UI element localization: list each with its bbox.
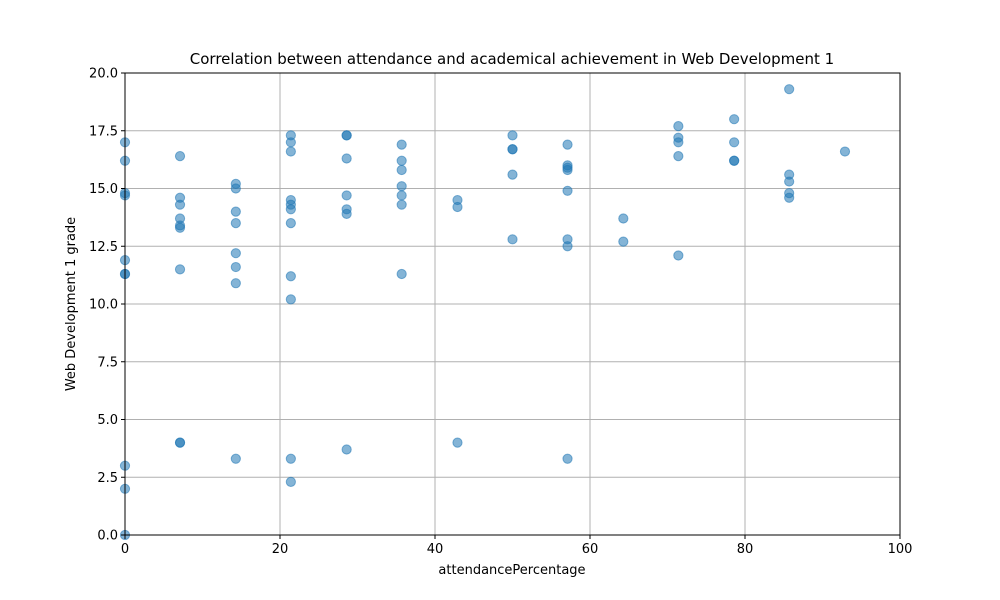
y-tick-label: 15.0 <box>89 182 118 197</box>
data-point <box>507 169 518 180</box>
y-tick-label: 2.5 <box>97 471 118 486</box>
data-point <box>341 208 352 220</box>
y-tick-label: 0.0 <box>97 529 118 544</box>
data-point <box>285 294 296 305</box>
chart-title: Correlation between attendance and acade… <box>190 50 834 68</box>
data-point <box>396 190 407 201</box>
data-point <box>673 250 684 261</box>
data-point <box>230 261 241 273</box>
data-point <box>784 176 795 187</box>
y-axis-ticks: 0.0 2.5 5.0 7.5 10.0 12.5 15.0 17.5 20.0 <box>89 67 125 544</box>
data-point <box>673 137 684 148</box>
data-point <box>230 206 241 217</box>
data-points <box>119 84 851 541</box>
data-point <box>174 199 186 210</box>
y-tick-label: 20.0 <box>89 67 118 82</box>
y-tick-label: 7.5 <box>97 355 118 370</box>
x-tick-label: 60 <box>582 542 599 557</box>
data-point <box>784 192 795 203</box>
data-point <box>396 268 407 280</box>
data-point <box>562 241 573 252</box>
data-point <box>230 278 241 289</box>
y-tick-label: 12.5 <box>89 240 118 255</box>
data-point <box>507 234 518 245</box>
y-tick-label: 17.5 <box>89 124 118 139</box>
y-tick-label: 5.0 <box>97 413 118 428</box>
x-tick-label: 40 <box>427 542 444 557</box>
data-point <box>230 248 241 259</box>
data-point <box>285 453 296 464</box>
data-point <box>396 199 407 210</box>
x-tick-label: 100 <box>888 542 913 557</box>
data-point <box>839 146 851 157</box>
x-tick-label: 0 <box>121 542 129 557</box>
data-point <box>507 144 518 155</box>
x-axis-ticks: 0 20 40 60 80 100 <box>121 535 913 557</box>
data-point <box>729 137 740 148</box>
data-point <box>285 204 296 215</box>
data-point <box>562 139 573 150</box>
data-point <box>341 190 352 201</box>
data-point <box>341 130 352 141</box>
data-point <box>618 213 629 224</box>
grid-lines <box>125 73 900 535</box>
y-axis-label: Web Development 1 grade <box>64 217 79 391</box>
x-tick-label: 20 <box>272 542 289 557</box>
x-axis-label: attendancePercentage <box>438 563 585 578</box>
data-point <box>562 453 573 464</box>
data-point <box>396 139 407 150</box>
data-point <box>673 121 684 132</box>
data-point <box>174 264 186 275</box>
data-point <box>285 146 296 157</box>
data-point <box>396 155 407 166</box>
data-point <box>285 218 296 229</box>
data-point <box>341 444 352 455</box>
data-point <box>729 155 740 166</box>
data-point <box>285 476 296 487</box>
data-point <box>174 151 186 162</box>
data-point <box>230 183 241 194</box>
data-point <box>285 271 296 282</box>
data-point <box>618 236 629 247</box>
data-point <box>396 164 407 176</box>
data-point <box>673 151 684 162</box>
data-point <box>174 222 186 233</box>
data-point <box>562 185 573 196</box>
data-point <box>396 181 407 192</box>
data-point <box>562 164 573 176</box>
y-tick-label: 10.0 <box>89 298 118 313</box>
data-point <box>174 437 186 448</box>
data-point <box>729 114 740 125</box>
data-point <box>230 453 241 464</box>
data-point <box>230 218 241 229</box>
data-point <box>341 153 352 164</box>
data-point <box>452 201 463 213</box>
data-point <box>452 437 463 448</box>
data-point <box>507 130 518 141</box>
x-tick-label: 80 <box>737 542 754 557</box>
data-point <box>784 84 795 95</box>
data-point <box>285 137 296 148</box>
